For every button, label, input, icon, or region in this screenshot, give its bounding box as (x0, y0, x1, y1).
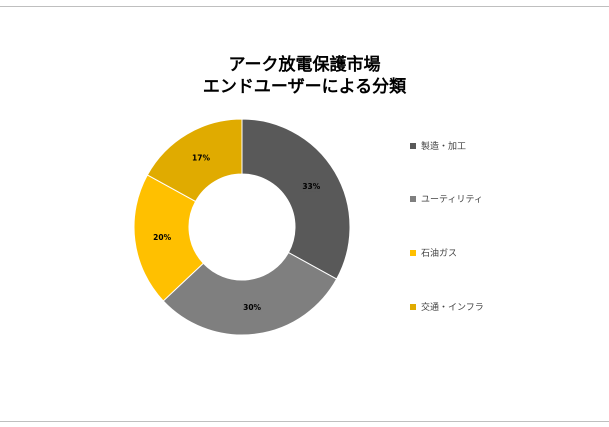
legend-item-transport: 交通・インフラ (410, 300, 484, 313)
data-label-bg-transport (191, 152, 211, 164)
legend-label-manufacturing: 製造・加工 (421, 142, 467, 152)
data-label-text-manufacturing: 33% (302, 182, 320, 191)
data-label-text-oil-gas: 20% (153, 233, 171, 242)
data-label-utility: 30% (242, 301, 262, 313)
legend-label-utility: ユーティリティ (421, 195, 483, 205)
data-label-bg-utility (242, 301, 262, 313)
chart-title-line-1: アーク放電保護市場 (228, 55, 381, 75)
data-label-transport: 17% (191, 152, 211, 164)
legend-swatch-manufacturing (410, 142, 416, 149)
data-label-bg-manufacturing (301, 180, 321, 192)
data-label-text-utility: 30% (243, 303, 261, 312)
slice-manufacturing (241, 118, 351, 280)
legend-swatch-utility (410, 195, 416, 202)
data-label-text-transport: 17% (192, 154, 210, 163)
legend-item-manufacturing: 製造・加工 (410, 139, 466, 152)
chart-title: アーク放電保護市場 エンドユーザーによる分類 (0, 54, 609, 98)
data-label-bg-oil-gas (152, 231, 172, 243)
bottom-border (0, 421, 609, 422)
legend-item-utility: ユーティリティ (410, 192, 483, 205)
legend-label-transport: 交通・インフラ (421, 303, 484, 313)
data-label-manufacturing: 33% (301, 180, 321, 192)
legend-swatch-transport (410, 303, 416, 310)
data-label-oil-gas: 20% (152, 231, 172, 243)
legend-swatch-oil-gas (410, 249, 416, 256)
chart-title-line-2: エンドユーザーによる分類 (202, 77, 407, 97)
legend-label-oil-gas: 石油ガス (421, 249, 458, 259)
slice-utility (162, 251, 338, 336)
top-border (0, 6, 609, 7)
legend-item-oil-gas: 石油ガス (410, 246, 457, 259)
legend: 製造・加工 ユーティリティ 石油ガス 交通・インフラ (410, 0, 600, 427)
